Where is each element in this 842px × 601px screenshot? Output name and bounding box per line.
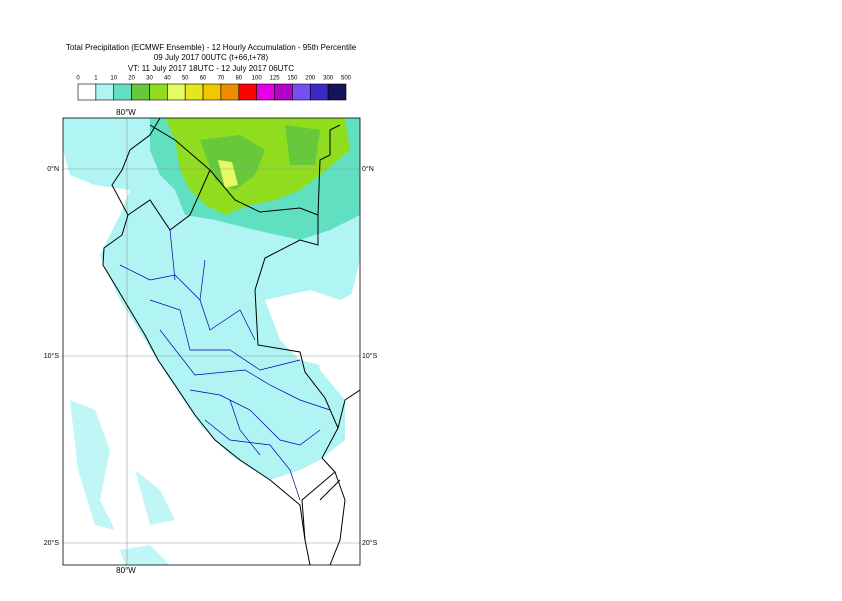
legend-swatch <box>292 83 311 101</box>
map-area <box>63 118 360 565</box>
legend-swatch <box>309 83 329 101</box>
legend-swatch <box>184 83 204 101</box>
legend-label: 100 <box>252 76 263 82</box>
legend-swatch <box>131 83 150 101</box>
legend-label: 125 <box>270 76 281 82</box>
legend-swatch <box>220 83 240 101</box>
legend-swatch <box>202 83 222 101</box>
lat-label-left: 20°S <box>44 539 60 547</box>
legend-label: 1 <box>94 76 98 82</box>
legend-label: 80 <box>235 76 242 82</box>
lon-label-bottom: 80°W <box>116 566 136 575</box>
base-time: 09 July 2017 00UTC (t+66,t+78) <box>154 53 269 62</box>
legend-swatch <box>113 83 132 101</box>
legend-swatch <box>149 83 168 101</box>
legend-label: 50 <box>182 76 189 82</box>
lat-label-right: 20°S <box>362 539 378 547</box>
legend-swatch <box>274 83 293 101</box>
regional-borders <box>119 229 331 501</box>
precip-white-gap <box>265 290 360 380</box>
legend-label: 30 <box>146 76 153 82</box>
legend-swatch <box>327 83 347 101</box>
legend-label: 70 <box>218 76 225 82</box>
precip-light-ocean <box>66 140 175 565</box>
legend-label: 20 <box>128 76 135 82</box>
legend-label: 300 <box>323 76 334 82</box>
legend-swatch <box>95 83 115 101</box>
lat-label-right: 0°N <box>362 165 374 173</box>
legend-swatch <box>167 83 186 101</box>
legend-swatch <box>256 83 275 101</box>
legend-swatch <box>77 83 97 101</box>
lat-label-right: 10°S <box>362 352 378 360</box>
lon-label-top: 80°W <box>116 108 136 117</box>
precip-yellow <box>218 160 238 188</box>
legend-label: 10 <box>110 76 117 82</box>
lat-label-left: 10°S <box>44 352 60 360</box>
title: Total Precipitation (ECMWF Ensemble) - 1… <box>66 43 357 52</box>
legend-label: 200 <box>305 76 316 82</box>
legend-label: 150 <box>287 76 298 82</box>
lat-label-left: 0°N <box>47 165 59 173</box>
legend-label: 40 <box>164 76 171 82</box>
valid-time: VT: 11 July 2017 18UTC - 12 July 2017 06… <box>128 64 294 73</box>
coastline <box>102 118 311 565</box>
map-frame <box>62 117 361 566</box>
legend: 0 1 10 20 30 40 50 60 70 80 100 125 150 200 300 500 <box>76 76 352 101</box>
legend-swatch <box>238 83 257 101</box>
lat-labels: 0°N 0°N 10°S 10°S 20°S 20°S <box>44 165 378 547</box>
legend-label: 500 <box>341 76 352 82</box>
legend-label: 0 <box>76 76 80 82</box>
legend-label: 60 <box>200 76 207 82</box>
